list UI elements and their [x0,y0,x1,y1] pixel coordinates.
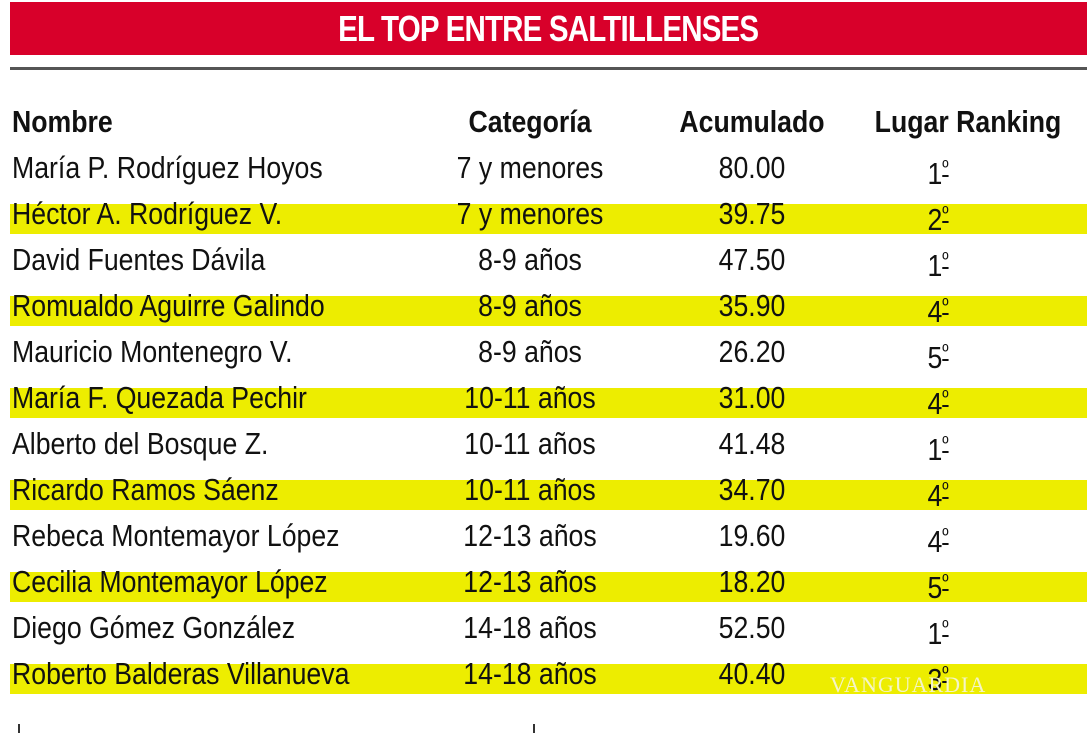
table-row: María F. Quezada Pechir 10-11 años 31.00 4º [0,375,1087,421]
cell-nombre: Diego Gómez González [12,610,296,645]
table-row: Ricardo Ramos Sáenz 10-11 años 34.70 4º [0,467,1087,513]
cell-nombre: Roberto Balderas Villanueva [12,656,350,691]
table-row: Rebeca Montemayor López 12-13 años 19.60 4º [0,513,1087,559]
table-row: Mauricio Montenegro V. 8-9 años 26.20 5º [0,329,1087,375]
row-highlight [10,572,1087,602]
table-row: María P. Rodríguez Hoyos 7 y menores 80.00… [0,145,1087,191]
cell-nombre: María F. Quezada Pechir [12,380,307,415]
tick-mark [533,724,535,733]
cell-nombre: David Fuentes Dávila [12,242,266,277]
row-highlight [10,388,1087,418]
cell-nombre: María P. Rodríguez Hoyos [12,150,323,185]
tick-mark [18,724,20,733]
table-row: Héctor A. Rodríguez V. 7 y menores 39.75 2º [0,191,1087,237]
divider [10,67,1087,70]
row-highlight [10,480,1087,510]
table-row: Cecilia Montemayor López 12-13 años 18.20 5… [0,559,1087,605]
table-row: Roberto Balderas Villanueva 14-18 años 40.… [0,651,1087,697]
cell-nombre: Mauricio Montenegro V. [12,334,293,369]
title-banner: EL TOP ENTRE SALTILLENSES [10,2,1087,55]
row-highlight [10,296,1087,326]
cell-nombre: Rebeca Montemayor López [12,518,340,553]
row-highlight [10,204,1087,234]
table-title: EL TOP ENTRE SALTILLENSES [338,7,759,49]
cell-nombre: Héctor A. Rodríguez V. [12,196,283,231]
header-row: Nombre Categoría Acumulado Lugar Ranking [0,99,1087,145]
table-row: Diego Gómez González 14-18 años 52.50 1º [0,605,1087,651]
cell-nombre: Ricardo Ramos Sáenz [12,472,279,507]
table-row: David Fuentes Dávila 8-9 años 47.50 1º [0,237,1087,283]
header-nombre: Nombre [12,104,113,139]
table-row: Romualdo Aguirre Galindo 8-9 años 35.90 4º [0,283,1087,329]
watermark: VANGUARDIA [830,672,987,697]
cell-nombre: Romualdo Aguirre Galindo [12,288,325,323]
cell-nombre: Cecilia Montemayor López [12,564,328,599]
table-row: Alberto del Bosque Z. 10-11 años 41.48 1º [0,421,1087,467]
cell-nombre: Alberto del Bosque Z. [12,426,269,461]
row-highlight [10,664,1087,694]
